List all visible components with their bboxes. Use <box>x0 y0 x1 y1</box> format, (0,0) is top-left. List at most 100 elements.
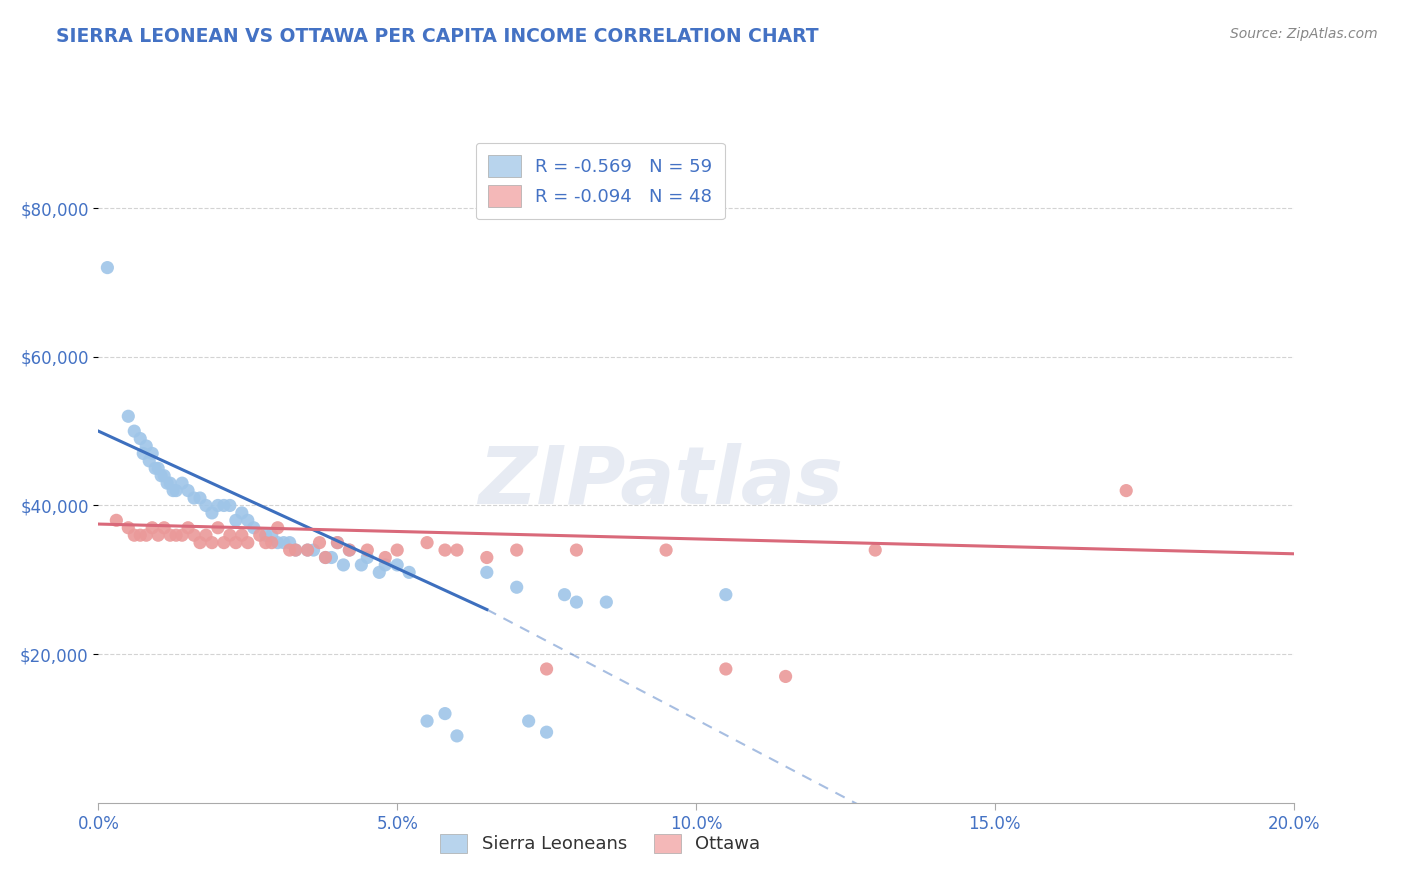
Point <box>536 725 558 739</box>
Legend: Sierra Leoneans, Ottawa: Sierra Leoneans, Ottawa <box>433 827 768 861</box>
Text: Source: ZipAtlas.com: Source: ZipAtlas.com <box>1230 27 1378 41</box>
Point <box>124 424 146 438</box>
Point <box>326 535 349 549</box>
Point <box>129 528 152 542</box>
Point <box>475 550 498 565</box>
Point <box>356 543 378 558</box>
Point <box>863 543 887 558</box>
Point <box>165 528 187 542</box>
Point <box>254 535 277 549</box>
Point <box>96 260 118 275</box>
Point <box>385 558 409 572</box>
Point <box>714 662 737 676</box>
Point <box>446 543 468 558</box>
Point <box>278 535 301 549</box>
Point <box>188 535 211 549</box>
Point <box>201 506 224 520</box>
Text: SIERRA LEONEAN VS OTTAWA PER CAPITA INCOME CORRELATION CHART: SIERRA LEONEAN VS OTTAWA PER CAPITA INCO… <box>56 27 818 45</box>
Point <box>332 558 354 572</box>
Point <box>225 535 247 549</box>
Point <box>236 513 259 527</box>
Point <box>117 409 139 424</box>
Point <box>188 491 211 505</box>
Point <box>326 535 349 549</box>
Point <box>775 669 797 683</box>
Point <box>135 528 157 542</box>
Point <box>153 468 176 483</box>
Point <box>177 483 200 498</box>
Point <box>506 580 529 594</box>
Point <box>475 566 498 580</box>
Point <box>165 483 187 498</box>
Point <box>148 461 170 475</box>
Point <box>398 566 420 580</box>
Point <box>207 521 229 535</box>
Point <box>207 499 229 513</box>
Point <box>284 543 307 558</box>
Point <box>172 476 194 491</box>
Point <box>284 543 307 558</box>
Point <box>117 521 139 535</box>
Point <box>231 506 253 520</box>
Point <box>219 528 242 542</box>
Point <box>260 535 283 549</box>
Point <box>506 543 529 558</box>
Point <box>156 476 179 491</box>
Point <box>143 461 166 475</box>
Point <box>565 543 588 558</box>
Point <box>416 714 439 728</box>
Point <box>236 535 259 549</box>
Point <box>243 521 266 535</box>
Point <box>183 491 205 505</box>
Point <box>368 566 391 580</box>
Point <box>159 476 181 491</box>
Point <box>339 543 360 558</box>
Point <box>129 432 152 446</box>
Point <box>183 528 205 542</box>
Point <box>138 454 160 468</box>
Point <box>565 595 588 609</box>
Point <box>655 543 678 558</box>
Point <box>135 439 157 453</box>
Point <box>314 550 337 565</box>
Point <box>267 521 290 535</box>
Point <box>536 662 558 676</box>
Point <box>374 550 396 565</box>
Point <box>356 550 378 565</box>
Point <box>201 535 224 549</box>
Point <box>153 521 176 535</box>
Point <box>308 535 330 549</box>
Point <box>1115 483 1137 498</box>
Point <box>132 446 155 460</box>
Point <box>595 595 617 609</box>
Point <box>212 535 235 549</box>
Point <box>124 528 146 542</box>
Point <box>172 528 194 542</box>
Point <box>554 588 576 602</box>
Point <box>374 558 396 572</box>
Point <box>321 550 343 565</box>
Point <box>260 528 283 542</box>
Point <box>219 499 242 513</box>
Point <box>267 535 290 549</box>
Point <box>416 535 439 549</box>
Point <box>273 535 295 549</box>
Point <box>225 513 247 527</box>
Text: ZIPatlas: ZIPatlas <box>478 442 842 521</box>
Point <box>339 543 360 558</box>
Point <box>278 543 301 558</box>
Point <box>162 483 184 498</box>
Point <box>150 468 173 483</box>
Point <box>105 513 128 527</box>
Point <box>249 528 271 542</box>
Point <box>446 729 468 743</box>
Point <box>141 521 163 535</box>
Point <box>297 543 319 558</box>
Point <box>177 521 200 535</box>
Point <box>159 528 181 542</box>
Point <box>212 499 235 513</box>
Point <box>350 558 373 572</box>
Point <box>433 543 456 558</box>
Point <box>231 528 253 542</box>
Point <box>141 446 163 460</box>
